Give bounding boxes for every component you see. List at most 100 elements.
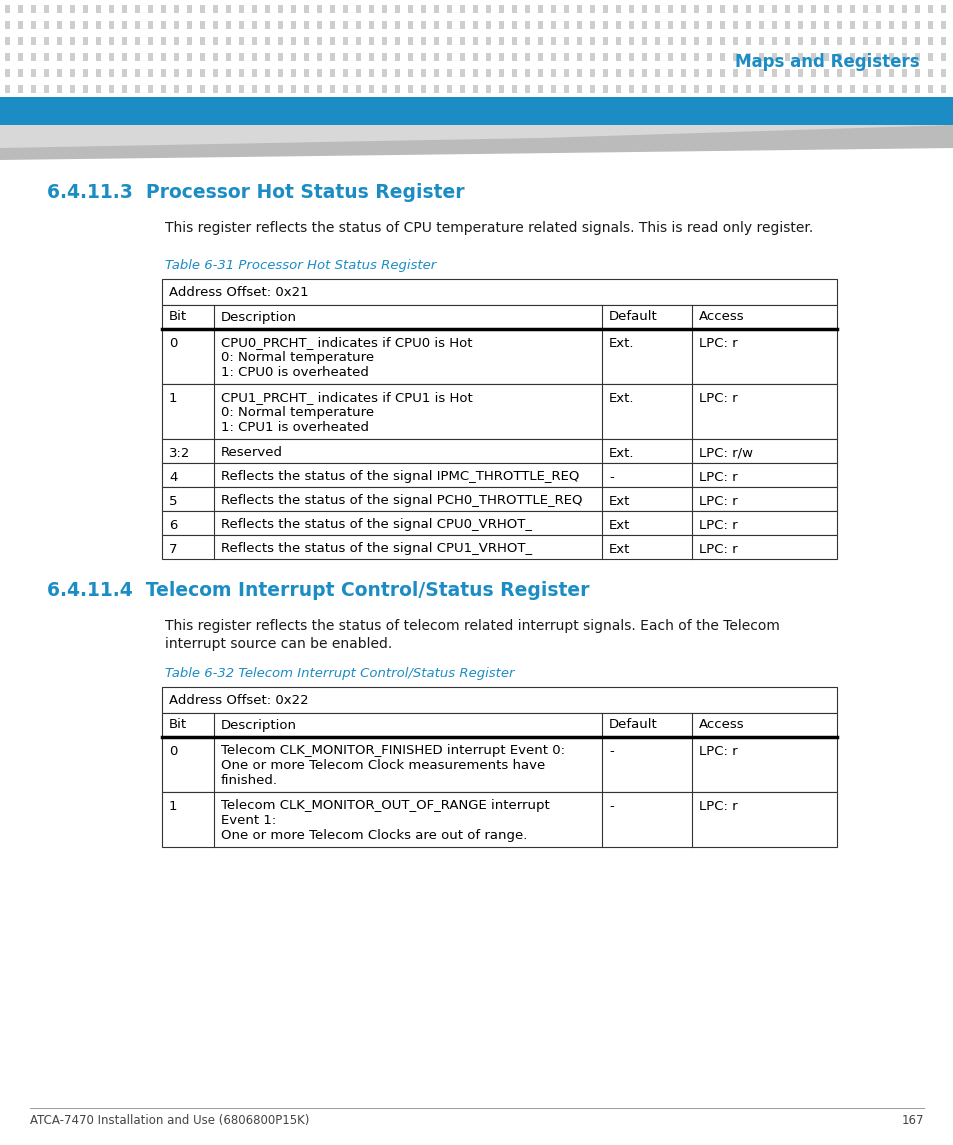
Bar — [628, 69, 634, 77]
Text: LPC: r: LPC: r — [699, 392, 737, 405]
Bar — [680, 37, 685, 45]
Bar — [355, 5, 360, 13]
Bar — [162, 329, 836, 384]
Text: Address Offset: 0x22: Address Offset: 0x22 — [169, 694, 309, 706]
Bar — [420, 53, 426, 61]
Bar — [875, 85, 880, 93]
Bar — [0, 155, 953, 1145]
Bar — [655, 53, 659, 61]
Bar — [940, 85, 945, 93]
Bar — [173, 85, 179, 93]
Text: finished.: finished. — [221, 774, 277, 787]
Text: ATCA-7470 Installation and Use (6806800P15K): ATCA-7470 Installation and Use (6806800P… — [30, 1114, 309, 1127]
Text: LPC: r/w: LPC: r/w — [699, 447, 752, 460]
Text: Telecom CLK_MONITOR_OUT_OF_RANGE interrupt: Telecom CLK_MONITOR_OUT_OF_RANGE interru… — [221, 799, 549, 812]
Bar — [226, 53, 231, 61]
Bar — [122, 37, 127, 45]
Bar — [162, 384, 836, 439]
Bar — [797, 5, 802, 13]
Bar — [226, 5, 231, 13]
Bar — [162, 535, 836, 559]
Bar — [109, 5, 113, 13]
Text: 1: 1 — [169, 392, 177, 405]
Bar — [277, 5, 283, 13]
Bar — [551, 69, 556, 77]
Text: Reserved: Reserved — [221, 447, 283, 459]
Bar — [784, 69, 789, 77]
Bar — [927, 37, 932, 45]
Bar — [277, 69, 283, 77]
Bar — [473, 85, 477, 93]
Bar — [316, 5, 322, 13]
Bar — [434, 53, 438, 61]
Bar — [83, 37, 88, 45]
Bar — [473, 53, 477, 61]
Bar — [901, 37, 906, 45]
Bar — [862, 21, 867, 29]
Bar — [823, 53, 828, 61]
Bar — [836, 85, 841, 93]
Text: 1: 1 — [169, 800, 177, 813]
Bar — [200, 37, 205, 45]
Bar — [563, 5, 568, 13]
Bar — [498, 69, 503, 77]
Bar — [888, 37, 893, 45]
Bar — [343, 21, 348, 29]
Bar — [473, 5, 477, 13]
Bar — [602, 21, 607, 29]
Text: Description: Description — [221, 719, 296, 732]
Bar — [720, 5, 724, 13]
Bar — [745, 53, 750, 61]
Bar — [109, 21, 113, 29]
Text: Maps and Registers: Maps and Registers — [735, 53, 919, 71]
Bar — [355, 21, 360, 29]
Bar — [616, 37, 620, 45]
Bar — [420, 21, 426, 29]
Bar — [57, 21, 62, 29]
Bar — [30, 53, 36, 61]
Bar — [641, 37, 646, 45]
Text: CPU0_PRCHT_ indicates if CPU0 is Hot: CPU0_PRCHT_ indicates if CPU0 is Hot — [221, 335, 472, 349]
Bar — [135, 69, 140, 77]
Bar — [148, 53, 152, 61]
Bar — [96, 69, 101, 77]
Bar — [213, 37, 218, 45]
Bar — [693, 69, 699, 77]
Bar — [641, 85, 646, 93]
Bar — [200, 53, 205, 61]
Bar — [537, 53, 542, 61]
Bar — [706, 5, 711, 13]
Bar — [551, 85, 556, 93]
Bar — [524, 5, 530, 13]
Bar — [200, 21, 205, 29]
Bar — [173, 21, 179, 29]
Bar — [277, 85, 283, 93]
Text: interrupt source can be enabled.: interrupt source can be enabled. — [165, 637, 392, 652]
Text: 167: 167 — [901, 1114, 923, 1127]
Bar — [459, 5, 464, 13]
Bar — [823, 69, 828, 77]
Text: 0: Normal temperature: 0: Normal temperature — [221, 406, 374, 419]
Bar — [239, 5, 244, 13]
Bar — [330, 37, 335, 45]
Bar — [551, 37, 556, 45]
Text: 5: 5 — [169, 495, 177, 508]
Bar — [355, 85, 360, 93]
Bar — [57, 53, 62, 61]
Bar — [849, 5, 854, 13]
Bar — [914, 21, 919, 29]
Bar — [70, 53, 75, 61]
Bar — [30, 69, 36, 77]
Bar — [213, 53, 218, 61]
Bar — [408, 37, 413, 45]
Bar — [408, 21, 413, 29]
Bar — [745, 37, 750, 45]
Bar — [162, 463, 836, 487]
Text: 6: 6 — [169, 519, 177, 532]
Bar — [602, 5, 607, 13]
Bar — [434, 5, 438, 13]
Bar — [316, 37, 322, 45]
Bar — [83, 69, 88, 77]
Bar — [291, 85, 295, 93]
Bar — [395, 53, 399, 61]
